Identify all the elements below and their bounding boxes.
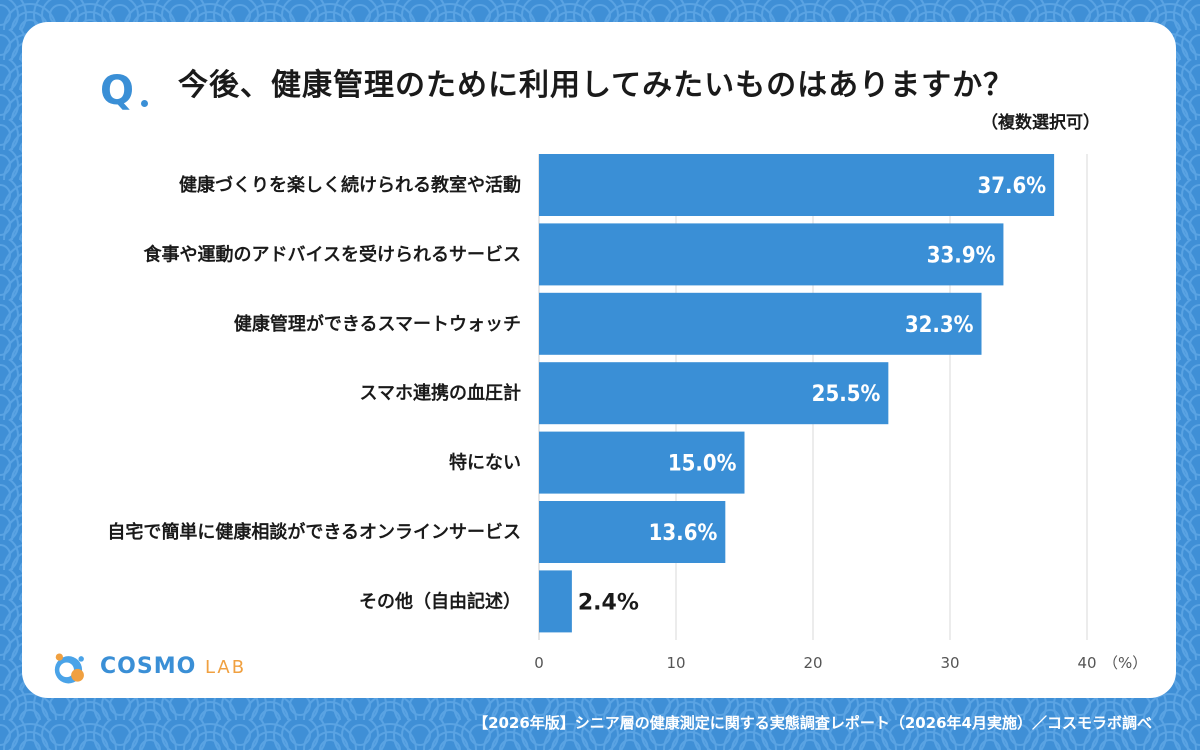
category-label: 食事や運動のアドバイスを受けられるサービス — [143, 243, 521, 265]
logo-text-sub: LAB — [204, 657, 247, 678]
data-label: 25.5% — [812, 382, 881, 407]
x-tick-label: 40 — [1077, 654, 1096, 672]
bar — [539, 154, 1055, 216]
chart-card — [22, 22, 1176, 698]
bar — [539, 362, 889, 425]
bar — [539, 570, 572, 633]
bar — [539, 223, 1004, 286]
bar — [539, 431, 745, 494]
category-label: スマホ連携の血圧計 — [360, 382, 521, 404]
x-tick-label: 30 — [940, 654, 959, 672]
question-title: 今後、健康管理のために利用してみたいものはありますか？ — [178, 68, 1015, 103]
logo-text-main: COSMO — [100, 654, 197, 679]
data-label: 2.4% — [578, 590, 639, 615]
multiple-choice-note: （複数選択可） — [981, 113, 1100, 133]
source-footer: 【2026年版】シニア層の健康測定に関する実態調査レポート（2026年4月実施）… — [473, 714, 1152, 732]
bar — [539, 501, 726, 563]
category-label: 健康づくりを楽しく続けられる教室や活動 — [179, 174, 521, 196]
category-label: 特にない — [449, 452, 521, 474]
x-tick-label: 10 — [666, 654, 685, 672]
category-label: 自宅で簡単に健康相談ができるオンラインサービス — [107, 521, 521, 543]
bar — [539, 292, 982, 355]
category-label: 健康管理ができるスマートウォッチ — [234, 313, 521, 335]
cosmo-lab-logo-icon — [54, 653, 84, 684]
x-tick-label: 0 — [534, 654, 544, 672]
data-label: 15.0% — [668, 452, 737, 477]
data-label: 37.6% — [977, 174, 1046, 199]
data-label: 33.9% — [927, 243, 996, 268]
x-axis-unit: （%） — [1103, 654, 1147, 672]
cosmo-lab-logo-text: COSMO LAB — [100, 654, 246, 679]
x-tick-label: 20 — [803, 654, 822, 672]
question-marker-dot — [141, 100, 148, 107]
data-label: 32.3% — [905, 313, 974, 338]
data-label: 13.6% — [649, 521, 718, 546]
category-label: その他（自由記述） — [359, 590, 521, 612]
question-marker: Q — [100, 68, 135, 114]
